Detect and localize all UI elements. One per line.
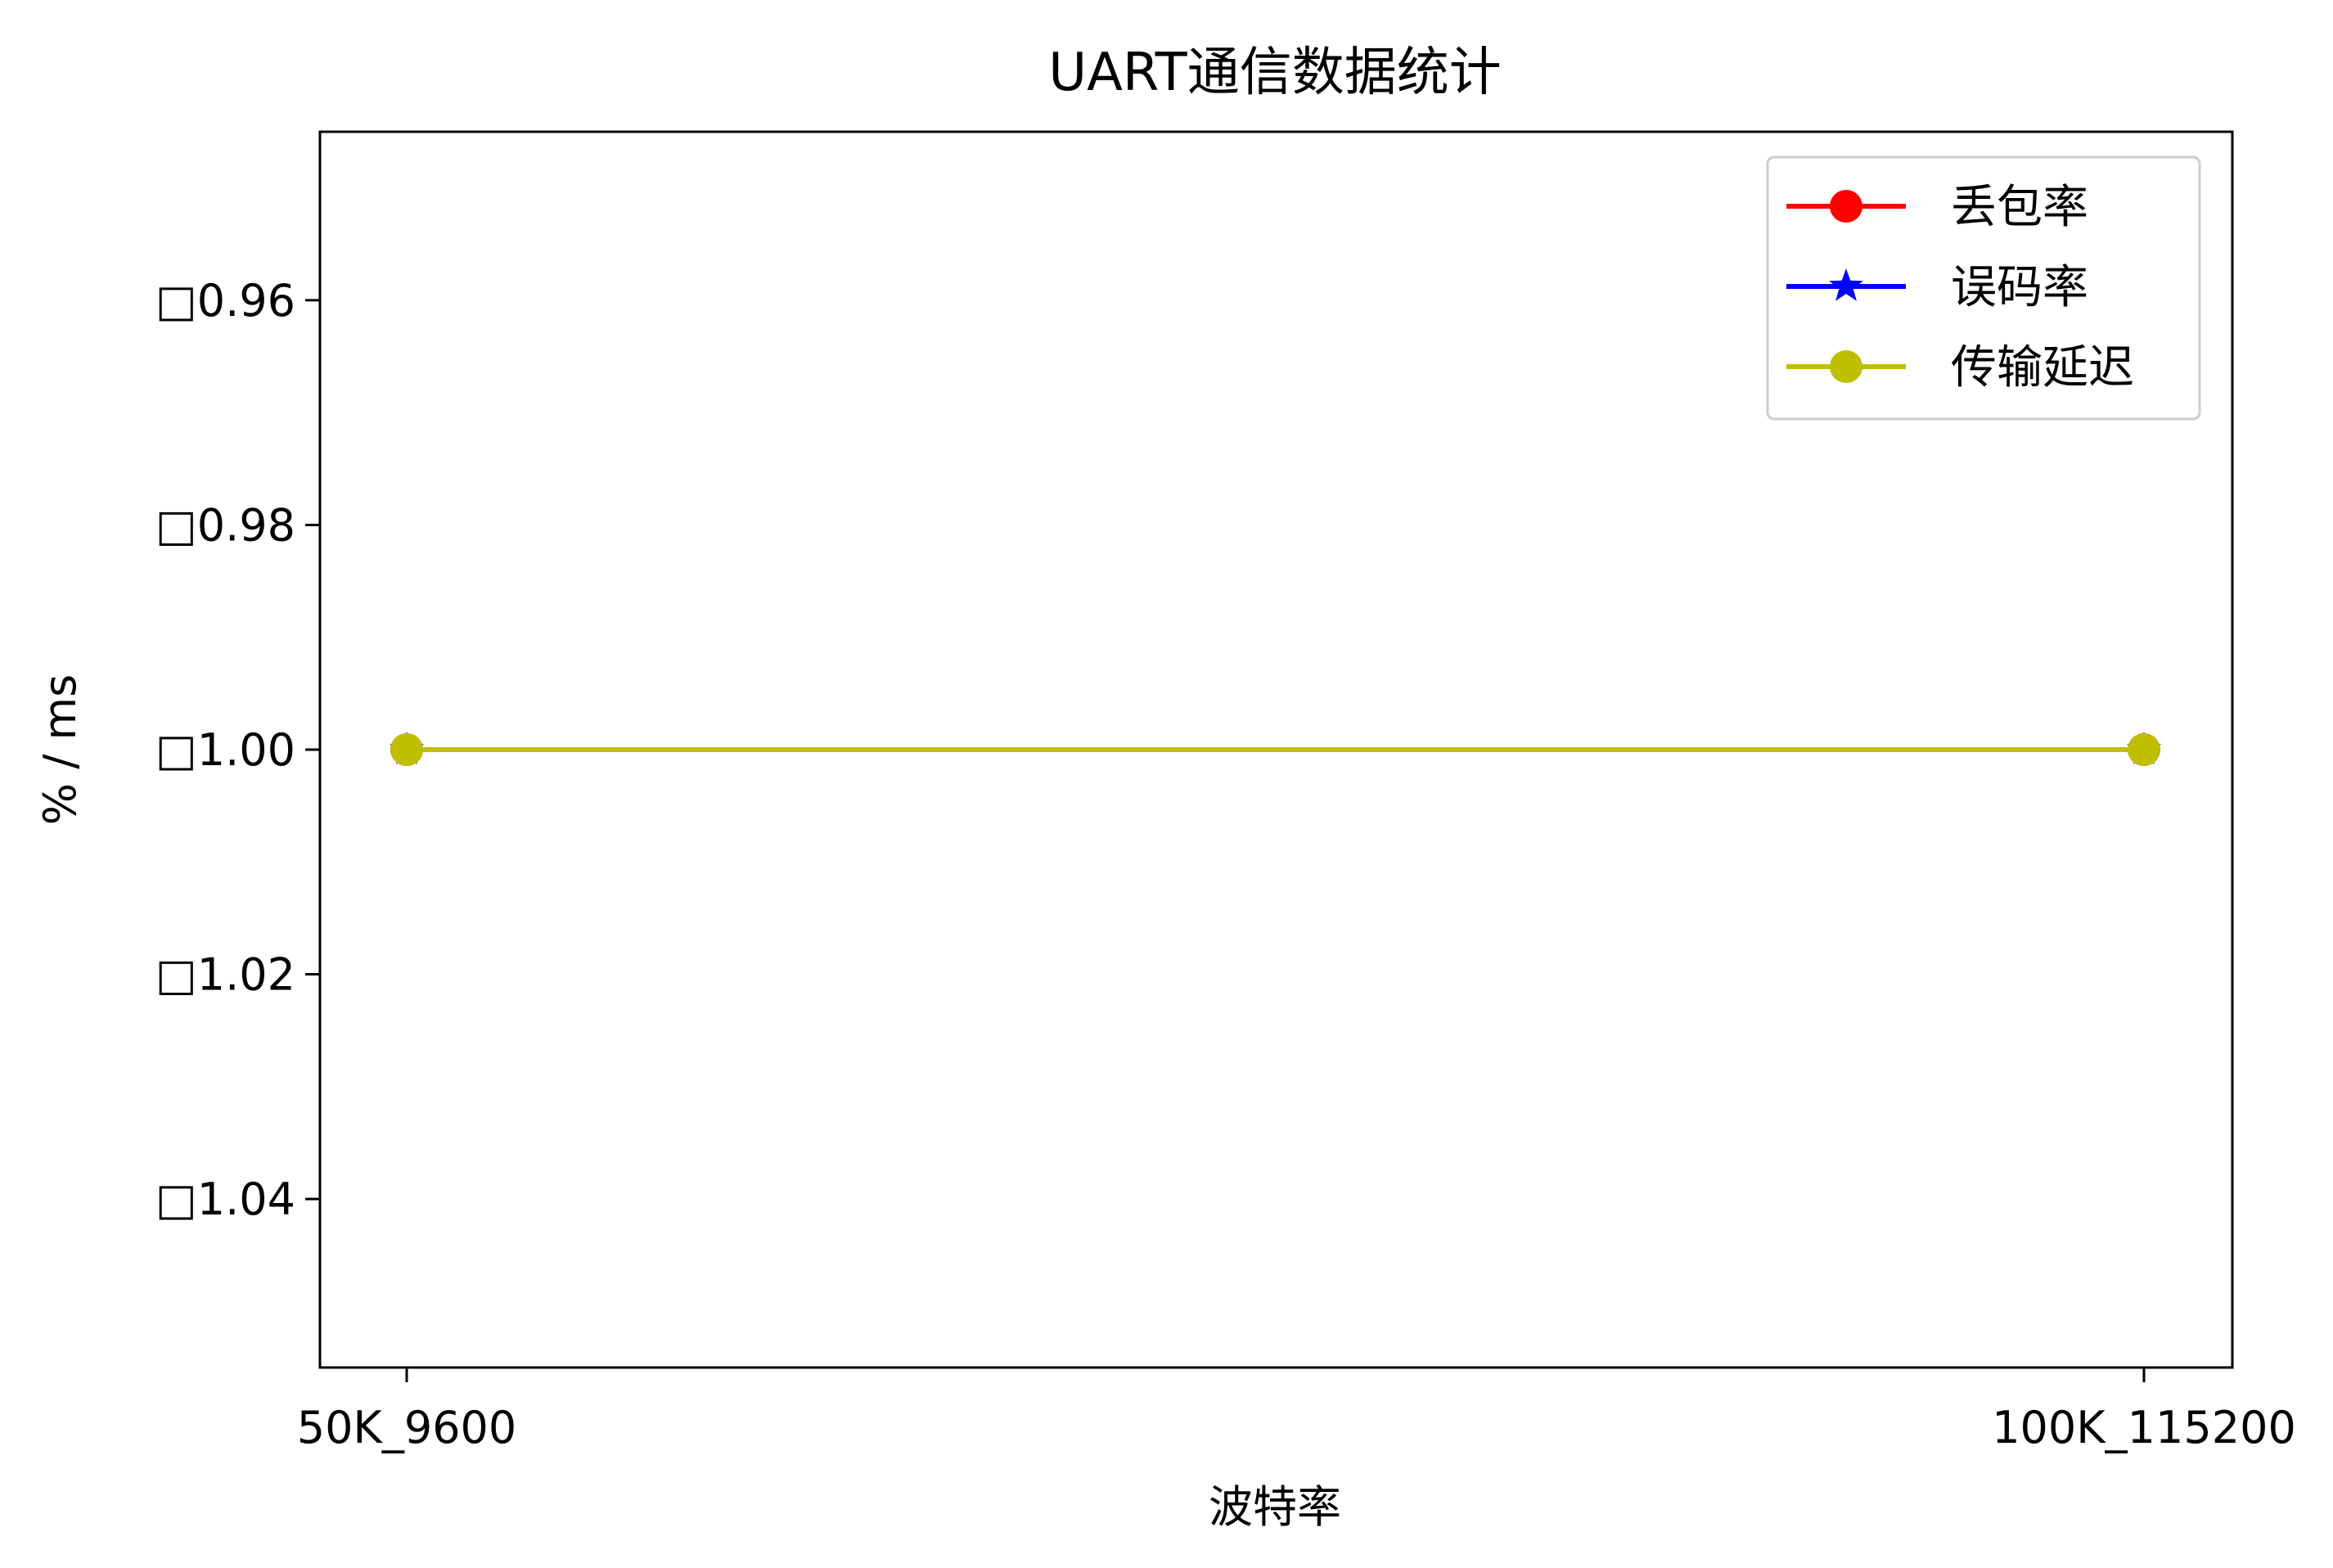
x-axis-label: 波特率 [1209,1481,1341,1533]
legend-label: 误码率 [1951,261,2088,314]
x-tick-label: 100K_115200 [1992,1402,2296,1453]
y-tick-label: □1.00 [155,724,295,776]
legend-item: 传输延迟 [1786,341,2134,394]
y-axis-label: % / ms [34,674,86,826]
y-axis: □0.96 □0.98 □1.00 □1.02 □1.04 [155,275,320,1225]
x-tick-label: 50K_9600 [297,1402,517,1453]
y-tick-label: □1.02 [155,949,295,1001]
legend-label: 丢包率 [1951,181,2088,234]
series-3 [390,733,2160,766]
legend-marker [1830,350,1862,383]
legend-marker [1829,268,1863,301]
legend-box [1766,155,2201,421]
data-point [390,733,423,766]
legend-marker [1830,190,1862,223]
legend-item: 误码率 [1786,261,2088,314]
y-tick-label: □1.04 [155,1174,295,1225]
legend-item: 丢包率 [1786,181,2088,234]
chart-title: UART通信数据统计 [1048,43,1502,103]
legend-label: 传输延迟 [1951,341,2134,394]
x-axis: 50K_9600 100K_115200 [297,1367,2296,1453]
data-point [2128,733,2160,766]
y-tick-label: □0.96 [155,275,295,327]
series-layer [390,732,2161,766]
y-tick-label: □0.98 [155,499,295,551]
